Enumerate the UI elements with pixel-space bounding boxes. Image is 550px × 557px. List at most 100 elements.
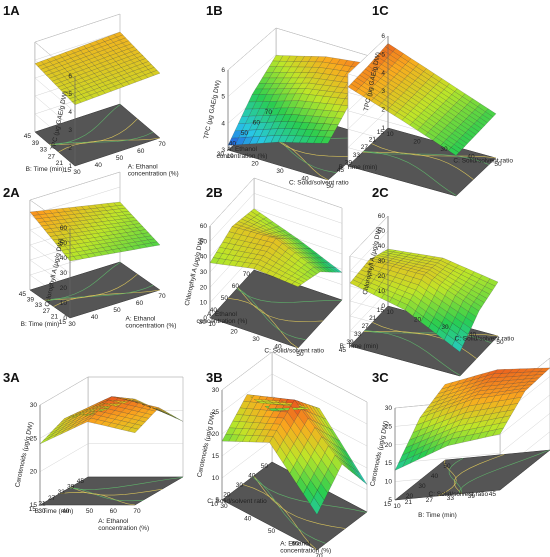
y-tick-label: 45 xyxy=(337,167,345,174)
z-gridline xyxy=(29,229,71,259)
z-tick-label: 50 xyxy=(60,240,68,247)
panel-label: 1A xyxy=(3,3,20,18)
z-tick-label: 10 xyxy=(60,300,68,307)
z-tick-label: 6 xyxy=(68,73,72,80)
z-tick-label: 0 xyxy=(381,303,385,310)
z-tick-label: 25 xyxy=(385,423,393,430)
z-tick-label: 6 xyxy=(221,67,225,74)
panel-label: 2A xyxy=(3,185,20,200)
z-tick-label: 10 xyxy=(378,288,386,295)
x-axis-label: A: Ethanol xyxy=(128,164,159,171)
z-gridline xyxy=(347,35,389,75)
x-tick-label: 40 xyxy=(91,314,99,321)
z-axis-label: Carotenoids (μg/g DW) xyxy=(369,420,390,487)
y-tick-label: 21 xyxy=(38,500,46,507)
panel-label: 2B xyxy=(206,185,223,200)
y-axis-label: B: Time (min) xyxy=(26,166,65,173)
z-tick-label: 2 xyxy=(381,107,385,114)
y-tick-label: 27 xyxy=(361,144,369,151)
y-tick-label: 27 xyxy=(362,323,370,330)
x-tick-label: 40 xyxy=(467,154,475,161)
x-tick-label: 70 xyxy=(158,293,166,300)
z-tick-label: 5 xyxy=(68,91,72,98)
y-tick-label: 21 xyxy=(369,137,377,144)
x-axis-label: A: Ethanol xyxy=(98,518,129,525)
floor-plane xyxy=(34,103,161,167)
x-tick-label: 20 xyxy=(406,493,414,500)
floor-contour xyxy=(50,104,121,146)
y-tick-label: 27 xyxy=(426,497,434,504)
floor-contour xyxy=(58,137,161,153)
y-tick-label: 27 xyxy=(48,495,56,502)
z-gridline xyxy=(271,373,368,425)
panel-label: 3B xyxy=(206,370,223,385)
surface-cell xyxy=(39,436,51,445)
z-gridline xyxy=(347,109,389,148)
z-tick-label: 20 xyxy=(200,284,208,291)
z-gridline xyxy=(275,27,377,59)
surface-cell xyxy=(320,136,332,144)
floor-plane xyxy=(221,461,368,551)
floor-contour xyxy=(253,475,346,529)
z-gridline xyxy=(34,13,121,43)
floor-contour xyxy=(371,143,497,159)
y-tick-label: 21 xyxy=(405,499,413,506)
floor-contour xyxy=(70,486,163,496)
x-axis-label: C: Solid/solvent ratio xyxy=(453,158,513,165)
z-tick-label: 30 xyxy=(385,405,393,412)
floor-contour xyxy=(363,330,477,359)
y-tick-label: 21 xyxy=(56,160,64,167)
surface-cell xyxy=(332,267,343,273)
floor-contour xyxy=(242,484,318,551)
x-tick-label: 40 xyxy=(95,162,103,169)
z-gridline xyxy=(349,230,389,272)
y-axis-label: B: Time (min) xyxy=(21,321,60,328)
y-tick-label: 33 xyxy=(354,331,362,338)
z-tick-label: 20 xyxy=(378,273,386,280)
z-gridline xyxy=(499,394,550,435)
y-tick-label: 27 xyxy=(43,308,51,315)
z-gridline xyxy=(29,171,121,201)
z-tick-label: 10 xyxy=(212,475,220,482)
x-tick-label: 30 xyxy=(68,321,76,328)
panel-label: 3A xyxy=(3,370,20,385)
x-axis-label: concentration (%) xyxy=(280,548,331,555)
floor-contour xyxy=(49,131,154,145)
y-tick-label: 20 xyxy=(223,492,231,499)
y-tick-label: 10 xyxy=(211,501,219,508)
y-tick-label: 39 xyxy=(27,297,35,304)
y-tick-label: 45 xyxy=(489,491,497,498)
z-gridline xyxy=(209,177,255,227)
x-axis-label: concentration (%) xyxy=(126,323,177,330)
y-tick-label: 39 xyxy=(346,339,354,346)
z-tick-label: 4 xyxy=(221,120,225,127)
y-tick-label: 60 xyxy=(253,120,261,127)
z-gridline xyxy=(253,208,343,239)
x-tick-label: 50 xyxy=(496,339,504,346)
z-tick-label: 1 xyxy=(68,163,72,170)
x-tick-label: 50 xyxy=(268,528,276,535)
z-tick-label: 30 xyxy=(200,269,208,276)
z-tick-label: 4 xyxy=(381,70,385,77)
x-tick-label: 50 xyxy=(443,463,451,470)
y-tick-label: 33 xyxy=(447,495,455,502)
floor-contour xyxy=(237,287,306,340)
surface-cell xyxy=(356,470,368,485)
y-tick-label: 50 xyxy=(261,463,269,470)
floor-contour xyxy=(437,459,457,497)
z-tick-label: 5 xyxy=(215,497,219,504)
x-tick-label: 70 xyxy=(133,508,141,515)
x-tick-label: 10 xyxy=(386,131,394,138)
z-tick-label: 5 xyxy=(381,51,385,58)
floor-contour xyxy=(44,273,138,301)
x-tick-label: 50 xyxy=(116,155,124,162)
y-tick-label: 15 xyxy=(59,319,67,326)
z-tick-label: 1 xyxy=(381,125,385,132)
y-axis-label: B: Time (min) xyxy=(339,164,378,171)
z-gridline xyxy=(221,439,273,479)
x-tick-label: 40 xyxy=(301,176,309,183)
x-tick-label: 30 xyxy=(441,324,449,331)
